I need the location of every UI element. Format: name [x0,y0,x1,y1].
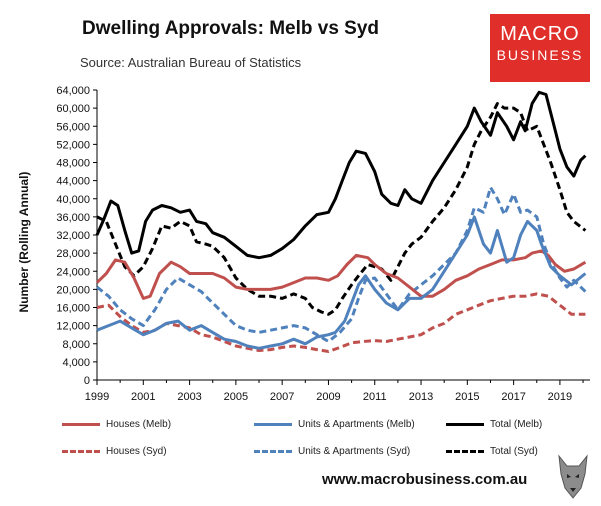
y-tick-label: 12,000 [56,321,90,333]
x-tick-label: 2003 [177,391,201,403]
y-tick-label: 48,000 [56,158,90,170]
y-tick-label: 56,000 [56,121,90,133]
wolf-icon [558,454,588,499]
series-line-houses-syd [96,292,586,353]
chart-title: Dwelling Approvals: Melb vs Syd [82,18,380,39]
x-tick-label: 2005 [224,391,248,403]
y-tick-label: 44,000 [56,176,90,188]
x-tick-label: 2015 [455,391,479,403]
y-tick-label: 60,000 [56,103,90,115]
x-tick-label: 2001 [131,391,155,403]
y-tick-label: 28,000 [56,248,90,260]
y-tick-label: 32,000 [56,230,90,242]
y-tick-label: 24,000 [56,266,90,278]
logo-line-1: MACRO [500,23,580,45]
x-tick-label: 2009 [316,391,340,403]
x-tick-label: 1999 [85,391,109,403]
y-tick-label: 16,000 [56,303,90,315]
y-tick-label: 20,000 [56,284,90,296]
source-note: Source: Australian Bureau of Statistics [80,55,302,70]
x-tick-label: 2007 [270,391,294,403]
series-line-total-syd [96,102,587,316]
x-tick-label: 2013 [409,391,433,403]
y-tick-label: 36,000 [56,212,90,224]
y-tick-label: 8,000 [62,339,90,351]
y-tick-label: 64,000 [56,85,90,97]
y-tick-label: 0 [84,375,90,387]
y-tick-label: 52,000 [56,139,90,151]
y-tick-label: 40,000 [56,194,90,206]
logo-line-2: BUSINESS [496,47,584,63]
macrobusiness-logo: MACRO BUSINESS [490,14,590,82]
x-tick-label: 2017 [501,391,525,403]
series-line-units-apartments-syd [96,185,587,343]
footer-url: www.macrobusiness.com.au [322,471,528,488]
x-tick-label: 2011 [363,391,387,403]
series-line-total-melb [95,90,587,260]
series-line-units-apartments-melb [96,215,587,350]
x-tick-label: 2019 [548,391,572,403]
y-tick-label: 4,000 [62,357,90,369]
series-line-houses-melb [95,249,587,300]
